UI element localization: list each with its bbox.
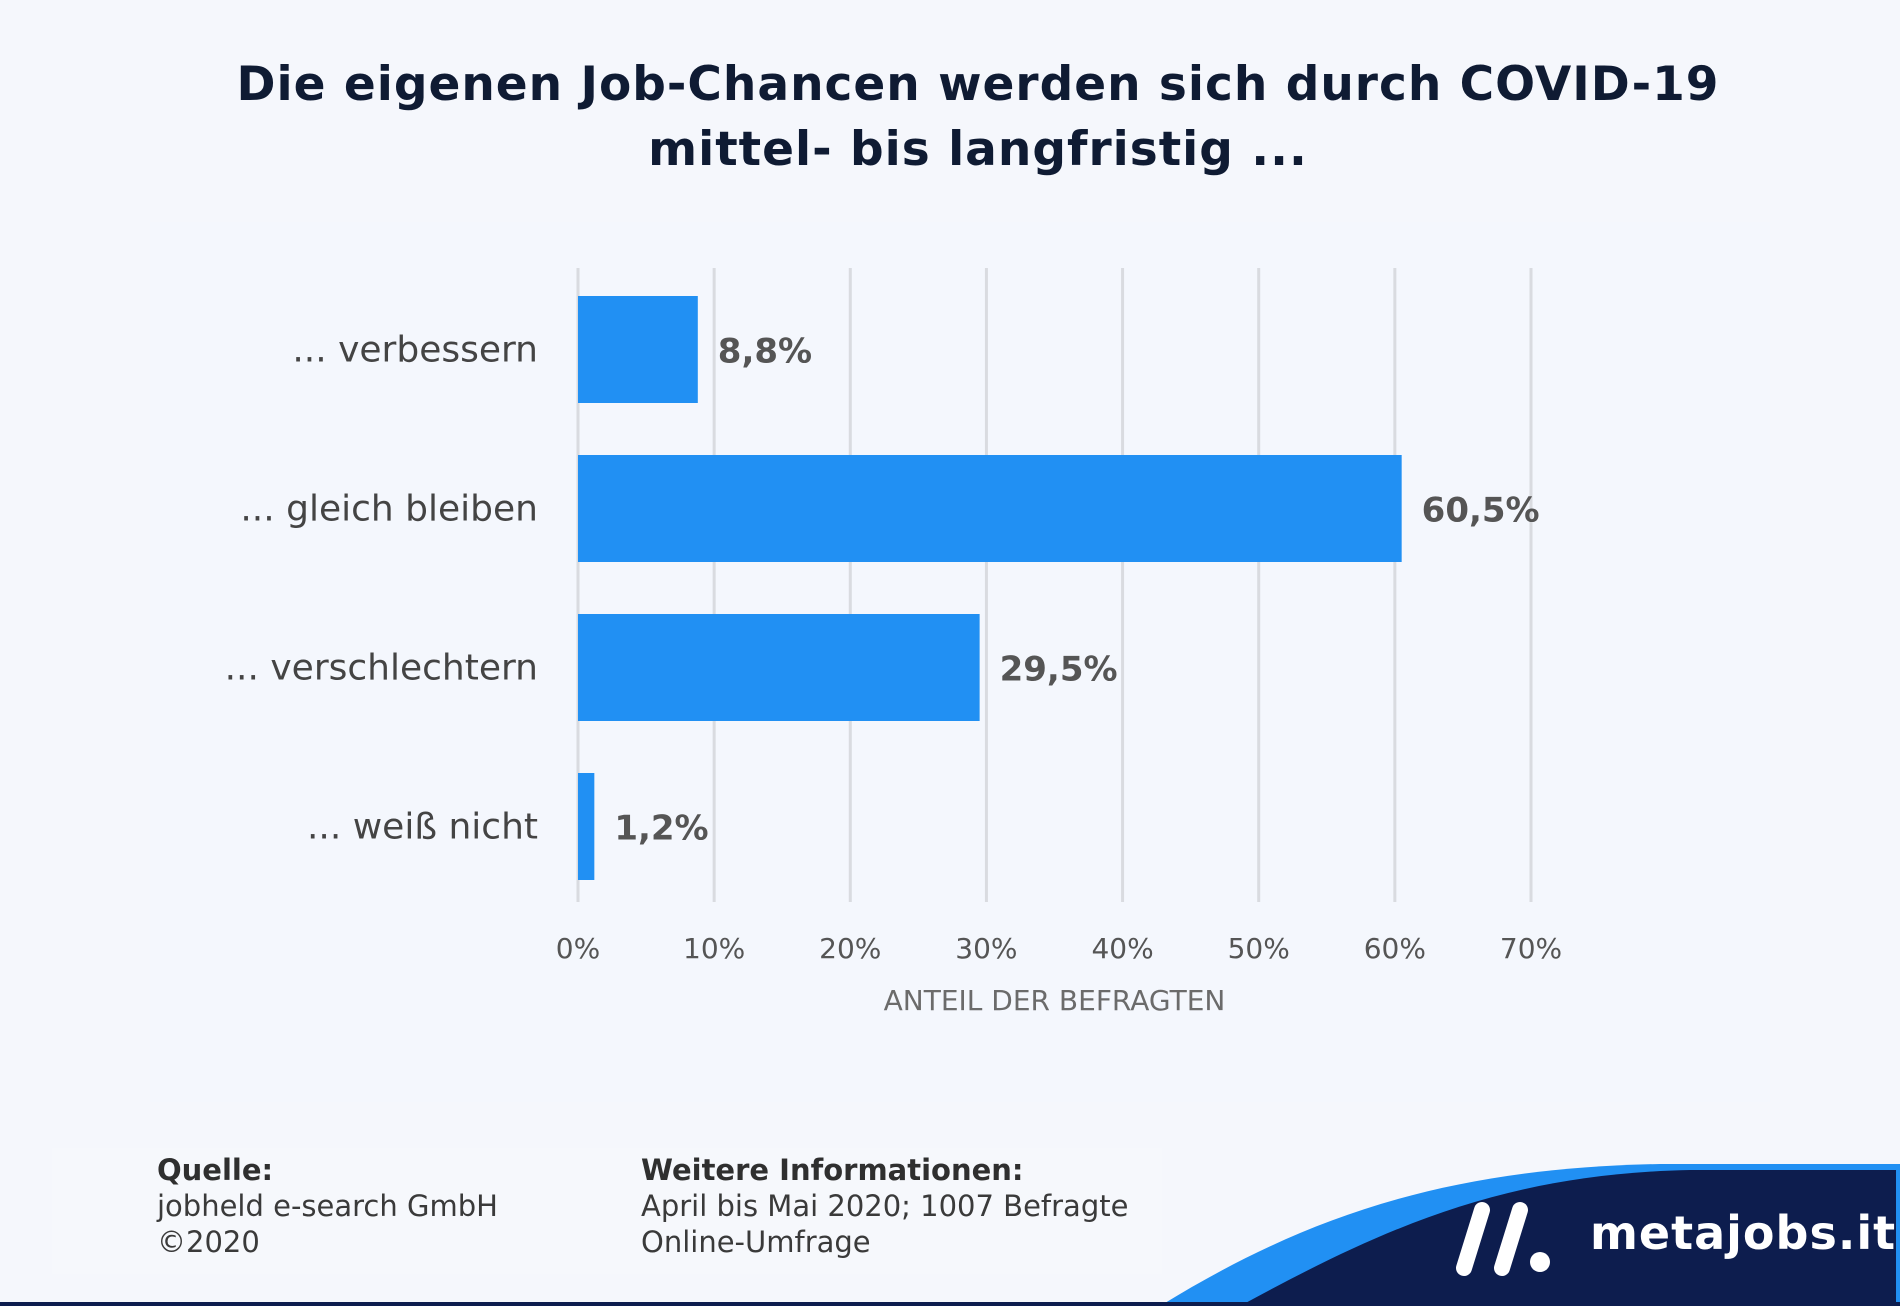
info-line-2: Online-Umfrage	[641, 1225, 871, 1259]
value-label: 29,5%	[1000, 650, 1118, 690]
value-label: 8,8%	[718, 332, 812, 372]
banner-bottom-line	[0, 1302, 1900, 1306]
banner-navy-wave	[1240, 1170, 1896, 1306]
bar	[578, 455, 1402, 562]
chart-title-line-2: mittel- bis langfristig ...	[648, 122, 1308, 177]
metajobs-logo-icon	[1456, 1202, 1550, 1276]
category-label: ... verbessern	[292, 330, 538, 371]
brand-name: metajobs.it	[1590, 1206, 1897, 1260]
x-axis-title: ANTEIL DER BEFRAGTEN	[884, 984, 1226, 1017]
category-label: ... gleich bleiben	[240, 489, 538, 530]
x-tick-label: 70%	[1500, 932, 1562, 965]
bar	[578, 296, 698, 403]
x-tick-label: 60%	[1364, 932, 1426, 965]
bar	[578, 773, 595, 880]
value-label: 1,2%	[614, 809, 708, 849]
category-label: ... verschlechtern	[225, 648, 538, 689]
info-heading: Weitere Informationen:	[641, 1153, 1024, 1187]
category-label: ... weiß nicht	[307, 807, 538, 848]
footer-info-box	[52, 1148, 1162, 1274]
info-line-1: April bis Mai 2020; 1007 Befragte	[641, 1189, 1129, 1223]
brand-banner	[0, 1164, 1900, 1306]
bar-chart: 0% 10% 20% 30% 40% 50% 60% 70% ... verbessern 8,8…	[225, 268, 1562, 1017]
x-tick-label: 40%	[1091, 932, 1153, 965]
x-tick-label: 50%	[1228, 932, 1290, 965]
chart-title: Die eigenen Job-Chancen werden sich durc…	[0, 52, 1900, 182]
source-heading: Quelle:	[157, 1153, 274, 1187]
info-block: Weitere Informationen: April bis Mai 202…	[641, 1152, 1128, 1260]
source-line-2: ©2020	[157, 1225, 260, 1259]
x-tick-label: 30%	[955, 932, 1017, 965]
x-tick-label: 0%	[556, 932, 600, 965]
bar	[578, 614, 980, 721]
source-line-1: jobheld e-search GmbH	[157, 1189, 498, 1223]
x-tick-label: 10%	[683, 932, 745, 965]
source-block: Quelle: jobheld e-search GmbH ©2020	[157, 1152, 498, 1260]
x-tick-label: 20%	[819, 932, 881, 965]
value-label: 60,5%	[1422, 491, 1540, 531]
chart-title-line-1: Die eigenen Job-Chancen werden sich durc…	[236, 57, 1720, 112]
